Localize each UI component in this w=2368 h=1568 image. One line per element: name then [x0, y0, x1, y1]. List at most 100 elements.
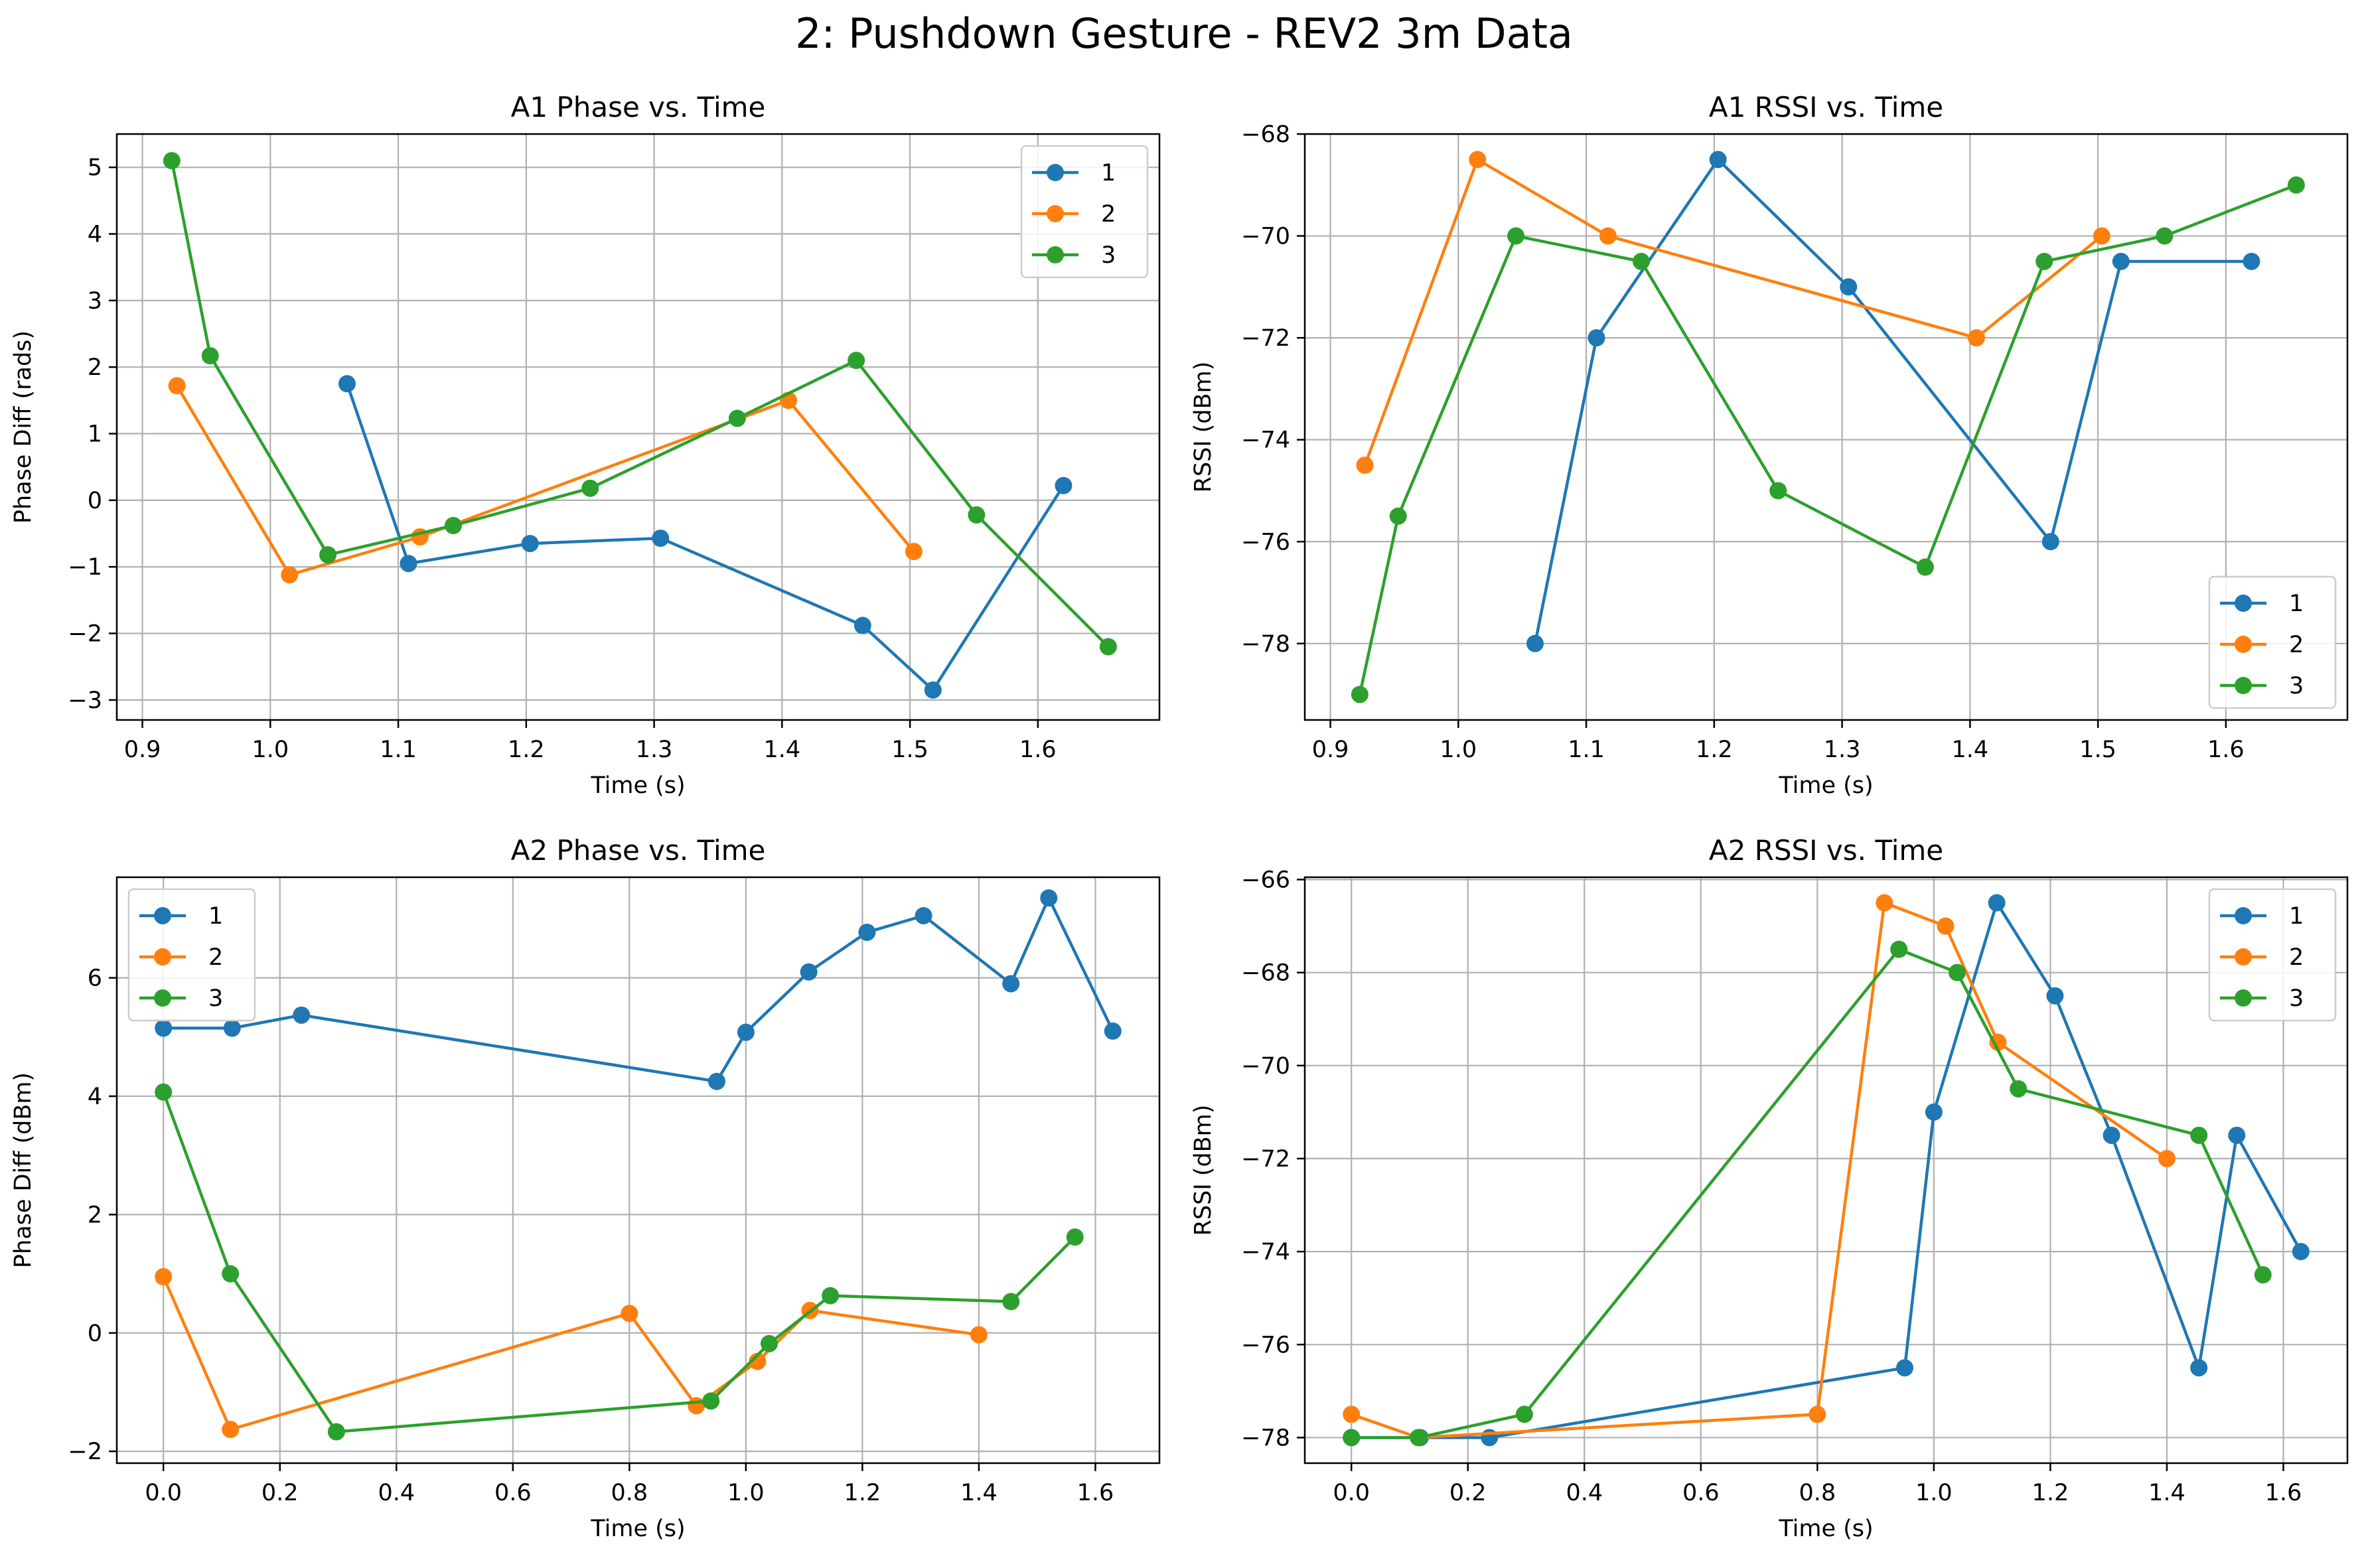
data-point — [2228, 1126, 2246, 1144]
x-tick-label: 0.9 — [1312, 737, 1349, 763]
x-tick-label: 1.6 — [2265, 1480, 2302, 1506]
series-2 — [1356, 151, 2110, 474]
y-tick-label: 2 — [88, 354, 102, 381]
data-point — [728, 409, 746, 427]
subplot-1: 0.9 1.0 1.1 1.2 1.3 1.4 1.5 1.6 −3 −2 −1 0 1 2 3 4 5 A1 P… — [10, 91, 1161, 799]
data-point — [222, 1265, 240, 1283]
data-point — [223, 1019, 241, 1037]
data-point — [1895, 1359, 1913, 1377]
legend-label-1: 1 — [2289, 591, 2304, 617]
data-point — [1937, 917, 1955, 935]
x-tick-label: 0.6 — [494, 1480, 532, 1506]
series-3 — [163, 152, 1117, 656]
data-point — [2103, 1126, 2120, 1144]
legend-label-1: 1 — [208, 903, 223, 930]
y-tick-label: 3 — [88, 288, 102, 315]
y-tick-label: −2 — [68, 1439, 102, 1465]
data-point — [1809, 1405, 1826, 1423]
data-point — [1948, 963, 1966, 981]
data-point — [1840, 278, 1858, 296]
legend-frame — [127, 888, 256, 1022]
x-tick-label: 1.0 — [727, 1480, 765, 1506]
subplot-4: 0.0 0.2 0.4 0.6 0.8 1.0 1.2 1.4 1.6 −78 −76 −74 −72 −… — [1190, 834, 2349, 1542]
y-tick-label: −1 — [68, 554, 102, 581]
y-axis-label: Phase Diff (rads) — [10, 330, 37, 524]
x-axis-label: Time (s) — [590, 772, 685, 799]
y-tick-label: −68 — [1241, 960, 1290, 987]
data-point — [2254, 1266, 2272, 1284]
legend-frame — [2208, 888, 2337, 1022]
axes-frame — [115, 133, 1161, 721]
data-point — [1066, 1228, 1084, 1246]
legend-label-1: 1 — [2289, 903, 2304, 930]
series-1 — [155, 889, 1122, 1090]
data-point — [2287, 176, 2305, 194]
data-point — [1876, 894, 1893, 912]
x-tick-label: 0.8 — [611, 1480, 648, 1506]
data-point — [2190, 1126, 2208, 1144]
legend-marker-3 — [2235, 989, 2252, 1007]
figure-title: 2: Pushdown Gesture - REV2 3m Data — [795, 9, 1573, 58]
legend: 1 2 3 — [127, 888, 256, 1022]
data-point — [168, 377, 186, 395]
x-tick-label: 1.6 — [1077, 1480, 1114, 1506]
y-tick-label: −76 — [1241, 529, 1290, 555]
data-point — [1988, 894, 2006, 912]
x-tick-label: 0.4 — [378, 1480, 415, 1506]
data-point — [915, 906, 932, 924]
y-tick-label: 6 — [88, 965, 102, 992]
legend-marker-2 — [2235, 948, 2252, 965]
series-1 — [338, 375, 1073, 699]
y-tick-label: −68 — [1241, 121, 1290, 148]
data-point — [1343, 1405, 1361, 1423]
subplot-title: A1 Phase vs. Time — [511, 91, 766, 123]
data-point — [1507, 227, 1525, 245]
legend-marker-2 — [2235, 636, 2252, 653]
y-tick-label: 5 — [88, 155, 102, 181]
data-point — [2035, 252, 2053, 270]
data-point — [760, 1334, 778, 1352]
series-3 — [1351, 176, 2305, 703]
data-point — [1002, 1293, 1020, 1311]
data-point — [1588, 329, 1605, 347]
data-point — [1890, 940, 1908, 958]
legend: 1 2 3 — [2208, 575, 2337, 709]
x-tick-label: 1.5 — [891, 737, 928, 763]
data-point — [848, 352, 865, 370]
data-point — [1769, 482, 1787, 500]
data-point — [1389, 507, 1407, 525]
x-tick-label: 1.5 — [2079, 737, 2116, 763]
series-line-3 — [1351, 948, 2264, 1439]
legend-label-1: 1 — [1101, 160, 1116, 186]
data-point — [155, 1083, 173, 1101]
legend-label-2: 2 — [208, 944, 223, 971]
legend-marker-2 — [154, 948, 171, 965]
y-tick-label: −70 — [1241, 224, 1290, 250]
data-point — [155, 1268, 173, 1286]
data-point — [1055, 476, 1073, 494]
x-tick-label: 1.4 — [764, 737, 801, 763]
axes-frame — [1303, 133, 2349, 721]
data-point — [737, 1023, 755, 1041]
data-point — [1989, 1033, 2007, 1051]
x-axis-label: Time (s) — [1778, 772, 1873, 799]
legend-label-3: 3 — [208, 985, 223, 1012]
y-axis-label: RSSI (dBm) — [1190, 362, 1217, 493]
y-tick-label: −3 — [68, 687, 102, 714]
y-tick-label: 1 — [88, 421, 102, 448]
data-point — [1925, 1103, 1943, 1121]
series-3 — [155, 1083, 1084, 1441]
subplot-title: A2 RSSI vs. Time — [1709, 834, 1943, 867]
legend-marker-3 — [1047, 246, 1064, 263]
data-point — [2190, 1359, 2208, 1377]
legend-marker-1 — [2235, 595, 2252, 612]
data-point — [1002, 975, 1020, 993]
series-1 — [1526, 151, 2260, 652]
data-point — [1709, 151, 1727, 169]
data-point — [1469, 151, 1487, 169]
x-tick-label: 0.4 — [1566, 1480, 1603, 1506]
data-point — [1526, 634, 1544, 652]
legend-marker-3 — [2235, 677, 2252, 694]
